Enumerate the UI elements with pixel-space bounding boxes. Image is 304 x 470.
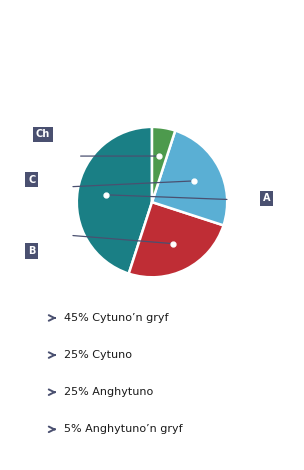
- Text: C: C: [28, 174, 35, 185]
- Text: A: A: [263, 193, 270, 204]
- Text: B: B: [24, 350, 32, 360]
- Wedge shape: [152, 131, 227, 225]
- Text: 25% Cytuno: 25% Cytuno: [64, 350, 132, 360]
- Text: B: B: [28, 246, 35, 256]
- Wedge shape: [77, 127, 152, 274]
- Text: Ch: Ch: [36, 129, 50, 140]
- Text: 5% Anghytuno’n gryf: 5% Anghytuno’n gryf: [64, 424, 182, 434]
- Wedge shape: [152, 127, 175, 202]
- Text: 25% Anghytuno: 25% Anghytuno: [64, 387, 153, 397]
- Wedge shape: [129, 202, 223, 277]
- Text: A: A: [24, 313, 32, 323]
- Text: Siart cylch yn dangos % pob
ymateb i’r datganiad ‘Dylid caniatáu
ffonau symudol : Siart cylch yn dangos % pob ymateb i’r d…: [15, 28, 252, 65]
- Text: 45% Cytuno’n gryf: 45% Cytuno’n gryf: [64, 313, 168, 323]
- Text: Ch: Ch: [20, 424, 35, 434]
- Text: C: C: [24, 387, 31, 397]
